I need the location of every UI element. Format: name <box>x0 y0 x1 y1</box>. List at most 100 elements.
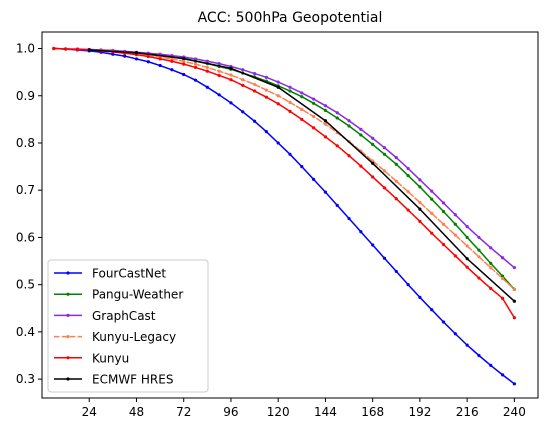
legend-item-fourcastnet: FourCastNet <box>54 267 166 281</box>
data-point <box>453 233 457 237</box>
data-point <box>264 88 268 92</box>
data-point <box>335 203 339 207</box>
data-point <box>359 230 363 234</box>
data-point <box>512 382 516 386</box>
data-point <box>418 207 422 211</box>
data-point <box>394 197 398 201</box>
data-point <box>430 211 434 215</box>
legend-marker <box>66 335 70 339</box>
x-tick-label: 96 <box>223 405 238 419</box>
chart-title: ACC: 500hPa Geopotential <box>198 10 383 26</box>
data-point <box>158 63 162 68</box>
data-point <box>465 343 469 347</box>
data-point <box>489 246 493 250</box>
data-point <box>217 62 221 66</box>
data-point <box>430 308 434 312</box>
data-point <box>371 161 375 165</box>
data-point <box>134 51 139 55</box>
data-point <box>276 85 280 89</box>
legend-label: Pangu-Weather <box>92 288 183 302</box>
data-point <box>418 185 422 189</box>
data-point <box>241 83 245 87</box>
x-tick-label: 168 <box>361 405 384 419</box>
data-point <box>430 197 434 201</box>
data-point <box>382 169 387 173</box>
data-point <box>288 100 292 104</box>
data-point <box>394 269 398 274</box>
data-point <box>359 164 363 168</box>
data-point <box>465 235 469 240</box>
data-point <box>441 201 446 205</box>
y-tick-label: 0.9 <box>16 89 35 103</box>
data-point <box>453 222 457 226</box>
data-point <box>347 154 351 158</box>
y-tick-label: 0.3 <box>16 372 35 386</box>
data-point <box>323 122 328 126</box>
data-point <box>134 57 139 61</box>
legend-marker <box>66 356 70 360</box>
data-point <box>182 59 186 63</box>
legend: FourCastNet Pangu-Weather GraphCast Kunyu-L… <box>47 259 209 393</box>
data-point <box>300 164 304 169</box>
data-point <box>441 242 446 247</box>
data-point <box>371 243 375 247</box>
data-point <box>335 116 339 120</box>
data-point <box>500 274 505 278</box>
data-point <box>300 107 304 112</box>
data-point <box>312 97 316 101</box>
legend-label: FourCastNet <box>92 267 166 281</box>
data-point <box>276 141 280 145</box>
data-point <box>252 82 257 87</box>
data-point <box>193 62 198 66</box>
data-point <box>205 59 209 63</box>
x-tick-label: 72 <box>176 405 191 419</box>
series-line-fourcastnet <box>53 47 516 385</box>
data-point <box>323 108 328 112</box>
data-point <box>453 332 457 336</box>
data-point <box>252 119 257 123</box>
legend-marker <box>66 292 70 296</box>
series-layer <box>52 46 516 386</box>
x-tick-label: 144 <box>314 405 337 419</box>
data-point <box>193 65 198 70</box>
data-point <box>241 68 245 72</box>
data-point <box>418 178 422 182</box>
data-point <box>300 91 304 95</box>
data-point <box>359 127 363 131</box>
data-point <box>193 78 198 82</box>
legend-label: ECMWF HRES <box>92 373 173 387</box>
data-point <box>500 276 505 281</box>
x-tick-label: 24 <box>82 405 97 419</box>
y-axis: 0.3 0.4 0.5 0.6 0.7 0.8 0.9 1.0 <box>16 42 42 386</box>
data-point <box>382 146 387 150</box>
data-point <box>229 101 233 105</box>
data-point <box>500 296 505 300</box>
y-tick-label: 0.6 <box>16 230 35 244</box>
data-point <box>489 286 493 291</box>
data-point <box>158 57 162 61</box>
data-point <box>87 48 91 52</box>
legend-box <box>47 259 209 393</box>
y-tick-label: 1.0 <box>16 42 35 56</box>
data-point <box>75 47 80 52</box>
series-line-ecmwf-hres <box>88 49 516 302</box>
legend-item-graphcast: GraphCast <box>54 309 156 323</box>
legend-item-kunyu: Kunyu <box>54 351 129 365</box>
data-point <box>323 190 328 194</box>
data-point <box>205 85 209 89</box>
data-point <box>394 179 398 183</box>
data-point <box>406 208 410 212</box>
data-point <box>229 73 233 77</box>
data-point <box>441 222 446 226</box>
data-point <box>465 257 469 261</box>
data-point <box>406 166 410 171</box>
data-point <box>512 266 516 270</box>
data-point <box>465 224 469 229</box>
data-point <box>500 256 505 260</box>
data-point <box>347 124 351 128</box>
data-point <box>312 126 316 130</box>
data-point <box>312 101 316 105</box>
data-point <box>394 162 398 166</box>
legend-label: Kunyu-Legacy <box>92 330 176 344</box>
data-point <box>477 276 481 280</box>
